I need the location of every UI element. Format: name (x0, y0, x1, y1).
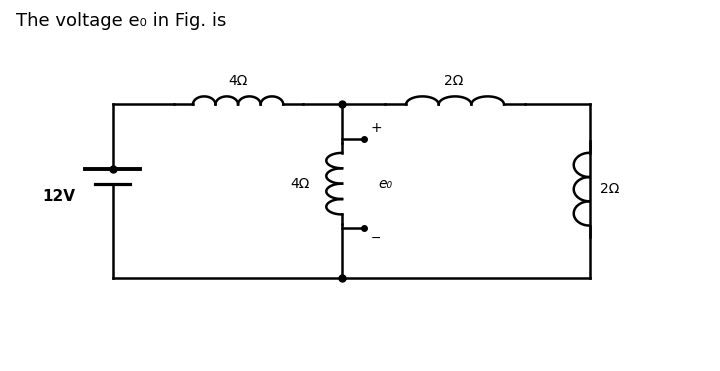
Text: The voltage e₀ in Fig. is: The voltage e₀ in Fig. is (16, 13, 226, 30)
Text: −: − (371, 232, 382, 245)
Text: e₀: e₀ (378, 177, 392, 191)
Text: +: + (371, 121, 382, 135)
Text: 2Ω: 2Ω (444, 74, 463, 88)
Text: 2Ω: 2Ω (600, 182, 620, 196)
Text: 12V: 12V (42, 189, 76, 204)
Text: 4Ω: 4Ω (228, 74, 248, 88)
Text: 4Ω: 4Ω (290, 177, 310, 191)
